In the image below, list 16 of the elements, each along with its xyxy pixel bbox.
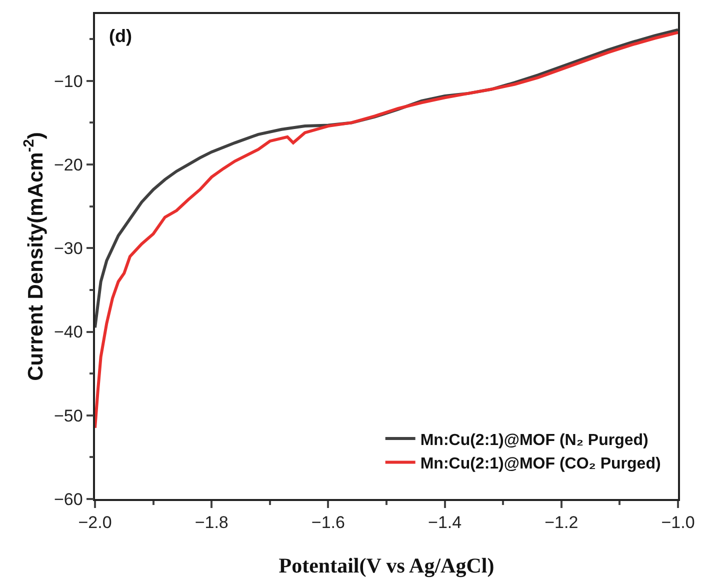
annotation: (d)	[109, 26, 132, 46]
x-tick-label: −1.4	[428, 513, 462, 532]
x-tick-label: −2.0	[78, 513, 112, 532]
legend-label: Mn:Cu(2:1)@MOF (N₂ Purged)	[420, 432, 648, 449]
y-tick-label: −20	[54, 155, 83, 174]
x-tick-label: −1.0	[661, 513, 695, 532]
y-tick-label: −60	[54, 490, 83, 509]
x-tick-label: −1.2	[544, 513, 578, 532]
x-axis-title: Potentail(V vs Ag/AgCl)	[278, 554, 494, 578]
y-tick-label: −50	[54, 406, 83, 426]
x-tick-label: −1.6	[311, 513, 345, 532]
legend-label: Mn:Cu(2:1)@MOF (CO₂ Purged)	[420, 456, 661, 473]
y-tick-label: −40	[54, 322, 83, 342]
y-tick-label: −10	[54, 72, 83, 91]
x-tick-label: −1.8	[194, 513, 228, 532]
y-tick-label: −30	[54, 239, 83, 258]
